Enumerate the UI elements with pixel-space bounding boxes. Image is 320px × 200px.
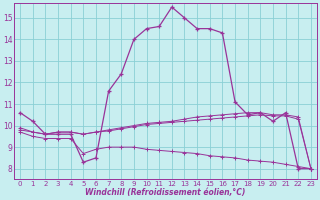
X-axis label: Windchill (Refroidissement éolien,°C): Windchill (Refroidissement éolien,°C) — [85, 188, 246, 197]
